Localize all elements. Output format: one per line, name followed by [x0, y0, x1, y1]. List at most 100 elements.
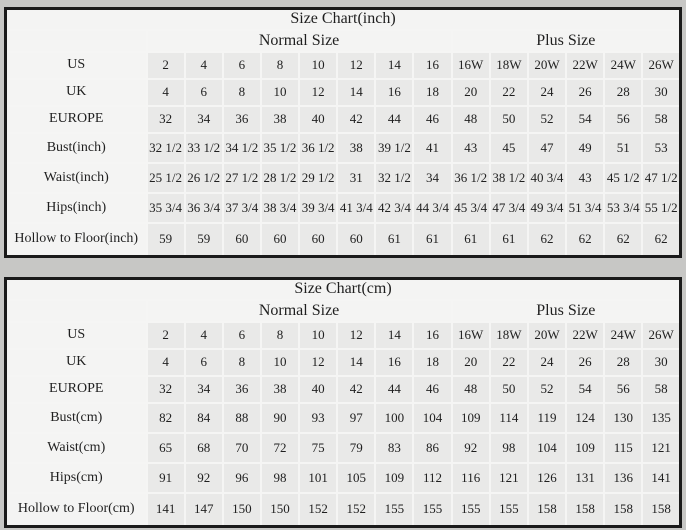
data-cell: 8 — [259, 320, 301, 350]
data-cell: 104 — [412, 401, 453, 434]
data-cell: 93 — [298, 401, 339, 434]
data-cell: 39 3/4 — [298, 191, 339, 224]
row-label: Hollow to Floor(inch) — [4, 221, 148, 258]
data-cell: 24W — [603, 320, 644, 350]
table-row: US 2 4 6 8 10 12 14 16 16W 18W 20W 22W 24W 26W — [4, 320, 682, 350]
data-cell: 51 3/4 — [565, 191, 606, 224]
data-cell: 30 — [641, 77, 682, 107]
data-cell: 46 — [412, 374, 453, 404]
data-cell: 61 — [374, 221, 415, 258]
data-cell: 158 — [641, 491, 682, 528]
data-cell: 38 — [259, 374, 301, 404]
data-cell: 38 — [336, 131, 377, 164]
data-cell: 48 — [450, 104, 491, 134]
data-cell: 14 — [336, 347, 377, 377]
data-cell: 53 — [641, 131, 682, 164]
data-cell: 65 — [145, 431, 186, 464]
data-cell: 47 3/4 — [488, 191, 529, 224]
data-cell: 44 — [374, 374, 415, 404]
table-row: Bust(cm) 82 84 88 90 93 97 100 104 109 114 119 124 13… — [4, 401, 682, 434]
data-cell: 12 — [336, 50, 377, 80]
row-label: EUROPE — [4, 374, 148, 404]
data-cell: 79 — [336, 431, 377, 464]
table-row: UK 4 6 8 10 12 14 16 18 20 22 24 26 28 30 — [4, 347, 682, 377]
data-cell: 150 — [221, 491, 262, 528]
data-cell: 28 — [603, 347, 644, 377]
data-cell: 60 — [336, 221, 377, 258]
data-cell: 2 — [145, 320, 186, 350]
data-cell: 14 — [374, 320, 415, 350]
data-cell: 43 — [565, 161, 606, 194]
data-cell: 10 — [298, 50, 339, 80]
data-cell: 32 1/2 — [145, 131, 186, 164]
data-cell: 56 — [603, 104, 644, 134]
data-cell: 20W — [526, 50, 568, 80]
data-cell: 29 1/2 — [298, 161, 339, 194]
data-cell: 20 — [450, 347, 491, 377]
data-cell: 83 — [374, 431, 415, 464]
column-group-header: Normal Size — [145, 298, 453, 323]
size-chart-cm-table: Size Chart(cm) Normal Size Plus Size US 2 4 6 8… — [4, 277, 682, 528]
table-row: Waist(inch) 25 1/2 26 1/2 27 1/2 28 1/2 29 1/… — [4, 161, 682, 194]
data-cell: 131 — [565, 461, 606, 494]
data-cell: 135 — [641, 401, 682, 434]
data-cell: 26 — [565, 77, 606, 107]
data-cell: 147 — [183, 491, 224, 528]
data-cell: 8 — [221, 347, 262, 377]
data-cell: 45 3/4 — [450, 191, 491, 224]
data-cell: 51 — [603, 131, 644, 164]
data-cell: 62 — [641, 221, 682, 258]
data-cell: 60 — [259, 221, 301, 258]
data-cell: 82 — [145, 401, 186, 434]
row-label: Hips(cm) — [4, 461, 148, 494]
data-cell: 124 — [565, 401, 606, 434]
data-cell: 52 — [526, 374, 568, 404]
data-cell: 4 — [145, 77, 186, 107]
data-cell: 16 — [412, 50, 453, 80]
data-cell: 86 — [412, 431, 453, 464]
data-cell: 36 1/2 — [298, 131, 339, 164]
table-row: UK 4 6 8 10 12 14 16 18 20 22 24 26 28 30 — [4, 77, 682, 107]
data-cell: 130 — [603, 401, 644, 434]
data-cell: 12 — [298, 347, 339, 377]
row-label: Bust(cm) — [4, 401, 148, 434]
data-cell: 42 — [336, 104, 377, 134]
data-cell: 56 — [603, 374, 644, 404]
data-cell: 44 — [374, 104, 415, 134]
data-cell: 49 3/4 — [526, 191, 568, 224]
data-cell: 114 — [488, 401, 529, 434]
data-cell: 24 — [526, 77, 568, 107]
data-cell: 26 1/2 — [183, 161, 224, 194]
data-cell: 88 — [221, 401, 262, 434]
data-cell: 98 — [259, 461, 301, 494]
data-cell: 27 1/2 — [221, 161, 262, 194]
data-cell: 16W — [450, 320, 491, 350]
data-cell: 62 — [526, 221, 568, 258]
data-cell: 116 — [450, 461, 491, 494]
data-cell: 22 — [488, 77, 529, 107]
data-cell: 60 — [221, 221, 262, 258]
data-cell: 40 — [298, 374, 339, 404]
data-cell: 34 — [183, 374, 224, 404]
data-cell: 35 3/4 — [145, 191, 186, 224]
table-title-row: Size Chart(cm) — [4, 277, 682, 301]
data-cell: 58 — [641, 374, 682, 404]
data-cell: 6 — [221, 320, 262, 350]
data-cell: 32 — [145, 104, 186, 134]
data-cell: 43 — [450, 131, 491, 164]
data-cell: 42 — [336, 374, 377, 404]
data-cell: 14 — [336, 77, 377, 107]
row-label: Waist(inch) — [4, 161, 148, 194]
data-cell: 109 — [565, 431, 606, 464]
table-row: US 2 4 6 8 10 12 14 16 16W 18W 20W 22W 24W 26W — [4, 50, 682, 80]
data-cell: 155 — [488, 491, 529, 528]
table-row: Hips(inch) 35 3/4 36 3/4 37 3/4 38 3/4 39 3/4… — [4, 191, 682, 224]
data-cell: 12 — [336, 320, 377, 350]
data-cell: 22 — [488, 347, 529, 377]
row-label: Bust(inch) — [4, 131, 148, 164]
data-cell: 61 — [488, 221, 529, 258]
data-cell: 53 3/4 — [603, 191, 644, 224]
data-cell: 52 — [526, 104, 568, 134]
data-cell: 20 — [450, 77, 491, 107]
